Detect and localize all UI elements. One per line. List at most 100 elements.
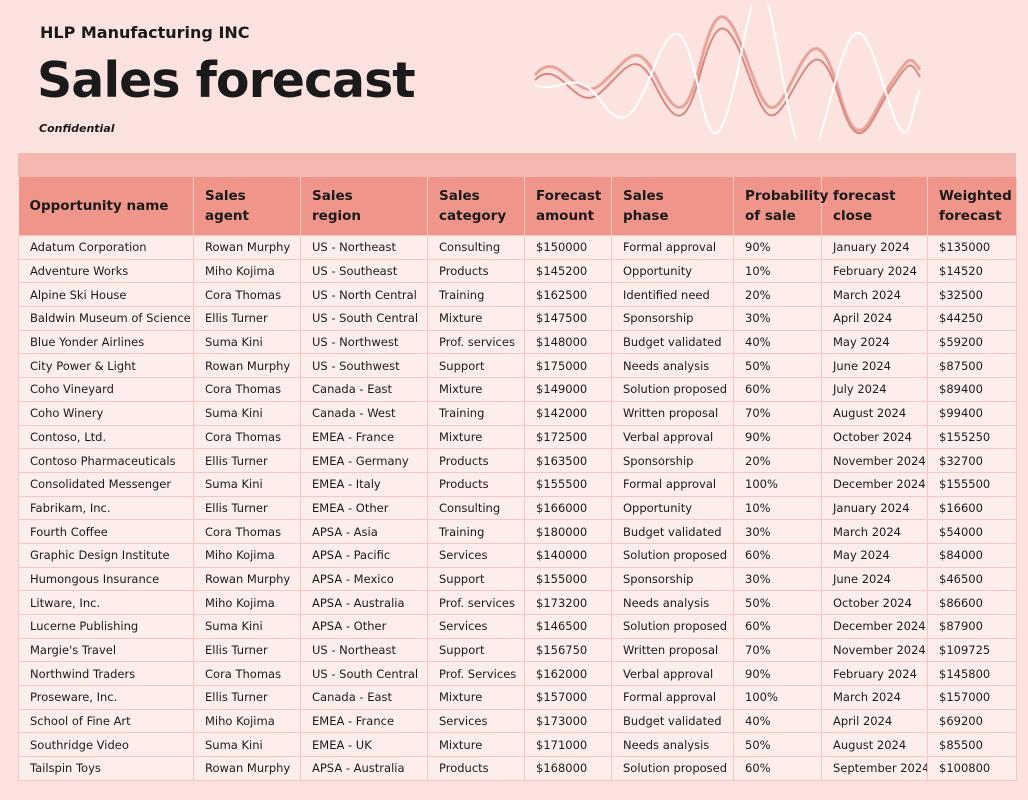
table-cell: Margie's Travel (18, 637, 194, 663)
table-cell: US - North Central (300, 282, 428, 308)
table-cell: Needs analysis (611, 732, 734, 758)
table-cell: January 2024 (821, 495, 928, 521)
table-cell: $147500 (524, 306, 612, 331)
header-line: agent (205, 208, 249, 224)
table-row: Proseware, Inc. Ellis Turner Canada - East… (18, 685, 1017, 710)
table-row: Contoso Pharmaceuticals Ellis Turner EMEA … (18, 448, 1017, 473)
table-cell: Support (427, 353, 525, 379)
table-cell: Ellis Turner (193, 448, 301, 473)
table-cell: Ellis Turner (193, 637, 301, 663)
table-cell: Litware, Inc. (18, 590, 194, 615)
table-cell: $44250 (927, 306, 1017, 331)
table-cell: Services (427, 708, 525, 734)
table-cell: US - South Central (300, 661, 428, 687)
table-row: Fourth Coffee Cora Thomas APSA - Asia Train… (18, 519, 1017, 544)
table-cell: Identified need (611, 282, 734, 308)
header-row: Opportunity name Sales agent Sales region Sal… (18, 177, 1017, 236)
table-cell: Training (427, 400, 525, 426)
table-cell: August 2024 (821, 732, 928, 758)
table-cell: Mixture (427, 424, 525, 450)
table-cell: Budget validated (611, 708, 734, 734)
confidential-note: Confidential (39, 122, 115, 135)
table-row: Alpine Ski House Cora Thomas US - North Ce… (18, 282, 1017, 308)
table-cell: Needs analysis (611, 353, 734, 379)
table-cell: Written proposal (611, 637, 734, 663)
table-cell: Contoso Pharmaceuticals (18, 448, 194, 473)
table-cell: $173200 (524, 590, 612, 615)
table-cell: US - Northeast (300, 235, 428, 260)
table-cell: $69200 (927, 708, 1017, 734)
table-cell: 10% (733, 258, 822, 284)
column-header: Probability of sale (733, 177, 828, 236)
table-cell: $148000 (524, 329, 612, 355)
table-cell: $156750 (524, 637, 612, 663)
table-cell: $85500 (927, 732, 1017, 758)
table-row: Adventure Works Miho Kojima US - Southeast… (18, 258, 1017, 284)
header-line: Sales (439, 188, 480, 204)
table-cell: Humongous Insurance (18, 566, 194, 592)
table-cell: 30% (733, 519, 822, 544)
wave (534, 27, 921, 135)
column-header: Weighted forecast (927, 177, 1017, 236)
table-row: Margie's Travel Ellis Turner US - Northeas… (18, 637, 1017, 663)
table-cell: May 2024 (821, 329, 928, 355)
table-row: Northwind Traders Cora Thomas US - South C… (18, 661, 1017, 687)
table-cell: US - South Central (300, 306, 428, 331)
table-cell: US - Southeast (300, 258, 428, 284)
table-cell: EMEA - France (300, 424, 428, 450)
table-cell: $140000 (524, 542, 612, 568)
table-cell: $109725 (927, 637, 1017, 663)
table-cell: Miho Kojima (193, 708, 301, 734)
table-cell: Ellis Turner (193, 685, 301, 710)
table-cell: 60% (733, 756, 822, 781)
table-cell: Coho Winery (18, 400, 194, 426)
table-cell: Mixture (427, 685, 525, 710)
table-cell: $172500 (524, 424, 612, 450)
table-cell: Tailspin Toys (18, 756, 194, 781)
company-name: HLP Manufacturing INC (40, 23, 250, 42)
table-row: Blue Yonder Airlines Suma Kini US - Northw… (18, 329, 1017, 355)
table-cell: APSA - Australia (300, 756, 428, 781)
table-cell: 40% (733, 329, 822, 355)
header-line: close (833, 208, 873, 224)
table-row: Graphic Design Institute Miho Kojima APSA … (18, 542, 1017, 568)
table-cell: Fabrikam, Inc. (18, 495, 194, 521)
table-cell: $46500 (927, 566, 1017, 592)
table-cell: December 2024 (821, 471, 928, 497)
table-row: Contoso, Ltd. Cora Thomas EMEA - France Mix… (18, 424, 1017, 450)
table-cell: $168000 (524, 756, 612, 781)
column-header: Sales agent (193, 177, 301, 236)
table-cell: $180000 (524, 519, 612, 544)
table-cell: Verbal approval (611, 661, 734, 687)
table-cell: Consulting (427, 235, 525, 260)
table-cell: Suma Kini (193, 329, 301, 355)
table-cell: 60% (733, 377, 822, 402)
table-cell: Adventure Works (18, 258, 194, 284)
table-row: Consolidated Messenger Suma Kini EMEA - It… (18, 471, 1017, 497)
table-cell: Cora Thomas (193, 282, 301, 308)
table-cell: City Power & Light (18, 353, 194, 379)
table-cell: $149000 (524, 377, 612, 402)
table-cell: APSA - Other (300, 614, 428, 639)
table-cell: $84000 (927, 542, 1017, 568)
table-cell: EMEA - France (300, 708, 428, 734)
table-cell: $155500 (927, 471, 1017, 497)
table-cell: November 2024 (821, 448, 928, 473)
table-cell: 90% (733, 424, 822, 450)
table-cell: Proseware, Inc. (18, 685, 194, 710)
table-cell: $145200 (524, 258, 612, 284)
header-line: Opportunity name (29, 198, 169, 214)
table-row: Litware, Inc. Miho Kojima APSA - Australia… (18, 590, 1017, 615)
header-line: phase (623, 208, 669, 224)
table-row: Humongous Insurance Rowan Murphy APSA - Me… (18, 566, 1017, 592)
table-row: Adatum Corporation Rowan Murphy US - North… (18, 235, 1017, 260)
table-cell: 50% (733, 732, 822, 758)
table-cell: Canada - East (300, 685, 428, 710)
table-cell: APSA - Pacific (300, 542, 428, 568)
table-cell: Graphic Design Institute (18, 542, 194, 568)
table-cell: Miho Kojima (193, 590, 301, 615)
wave (534, 5, 921, 140)
column-header: Sales region (300, 177, 428, 236)
table-cell: December 2024 (821, 614, 928, 639)
table-body: Adatum Corporation Rowan Murphy US - North… (18, 235, 1017, 781)
